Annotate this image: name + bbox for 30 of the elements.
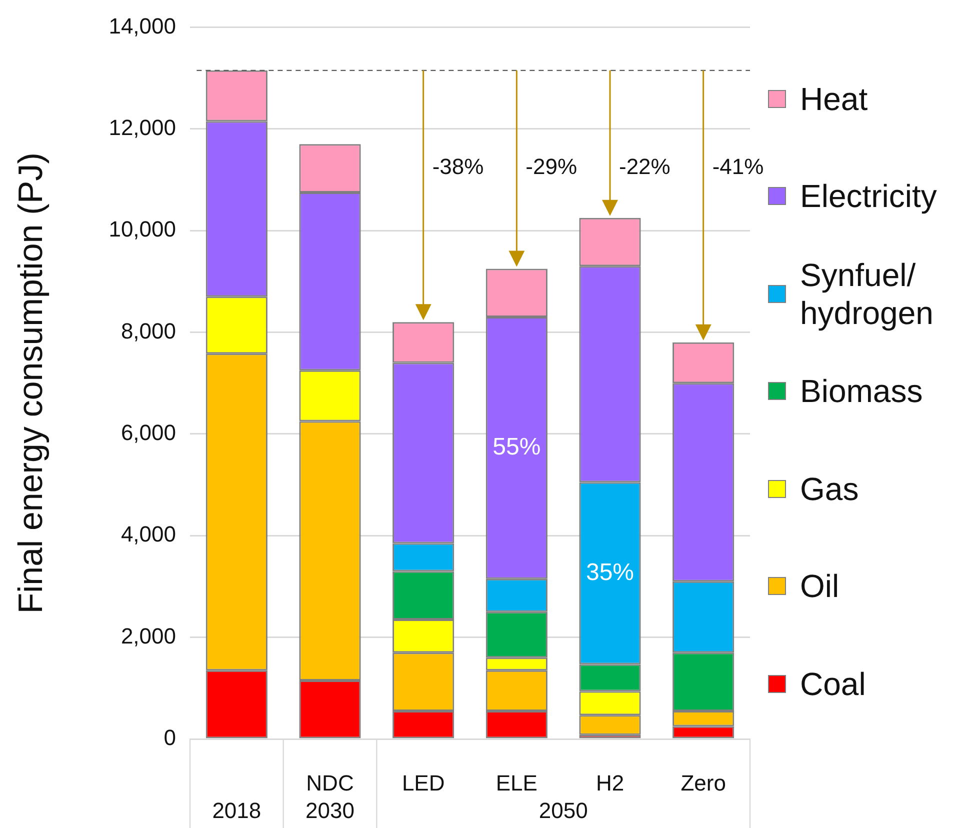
legend-label: Coal <box>800 664 867 703</box>
legend-label: Oil <box>800 567 840 606</box>
text: 2018 <box>212 798 262 824</box>
x-tick-label: NDC <box>306 770 354 796</box>
y-tick-label: 8,000 <box>120 318 176 344</box>
y-tick-label: 2,000 <box>120 623 176 648</box>
y-tick-label: 12,000 <box>108 114 176 140</box>
y-tick-label: 4,000 <box>120 522 176 547</box>
y-tick-label: 10,000 <box>108 216 176 242</box>
legend-label: Heat <box>800 80 869 118</box>
text: 2030 <box>306 798 354 824</box>
y-tick-label: 14,000 <box>108 13 176 38</box>
x-tick-label: Zero <box>680 770 726 796</box>
annotation: -22% <box>619 154 670 180</box>
x-tick-label: ELE <box>496 770 538 796</box>
y-tick-label: 0 <box>164 725 176 750</box>
legend-label: Electricity <box>800 177 938 216</box>
legend-label: Synfuel/hydrogen <box>800 256 934 332</box>
y-tick-label: 6,000 <box>120 420 176 446</box>
annotation: 35% <box>586 558 634 586</box>
y-axis-title: Final energy consumption (PJ) <box>12 152 50 614</box>
text: 2050 <box>538 798 588 824</box>
x-tick-label: H2 <box>596 770 624 796</box>
annotation: -41% <box>712 154 764 180</box>
x-tick-label: LED <box>402 770 445 796</box>
legend-label: Gas <box>800 470 860 508</box>
annotation: 55% <box>492 434 541 461</box>
legend-label: Biomass <box>800 372 924 410</box>
annotation: -38% <box>432 154 484 180</box>
annotation: -29% <box>526 154 578 180</box>
